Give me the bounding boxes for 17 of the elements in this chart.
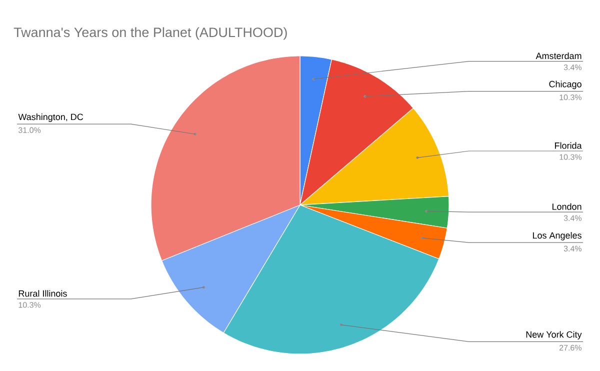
slice-label: Amsterdam (536, 52, 582, 60)
data-label: 3.4% (564, 64, 582, 70)
data-label: 10.3% (560, 94, 582, 100)
slice-label: Rural Illinois (18, 290, 67, 297)
data-label: 10.3% (18, 302, 41, 308)
slice-label: New York City (526, 331, 582, 340)
chart-title: Twanna's Years on the Planet (ADULTHOOD) (14, 27, 287, 40)
slice-label: Washington, DC (18, 114, 84, 122)
slice-label: Florida (555, 142, 582, 149)
data-label: 10.3% (560, 154, 582, 160)
slice-label: Los Angeles (533, 232, 582, 240)
data-label: 31.0% (18, 127, 41, 133)
slice-label: Chicago (549, 80, 582, 90)
data-label: 3.4% (564, 215, 582, 221)
data-label: 27.6% (560, 344, 582, 351)
data-label: 3.4% (564, 246, 582, 252)
slice-label: London (552, 203, 582, 210)
